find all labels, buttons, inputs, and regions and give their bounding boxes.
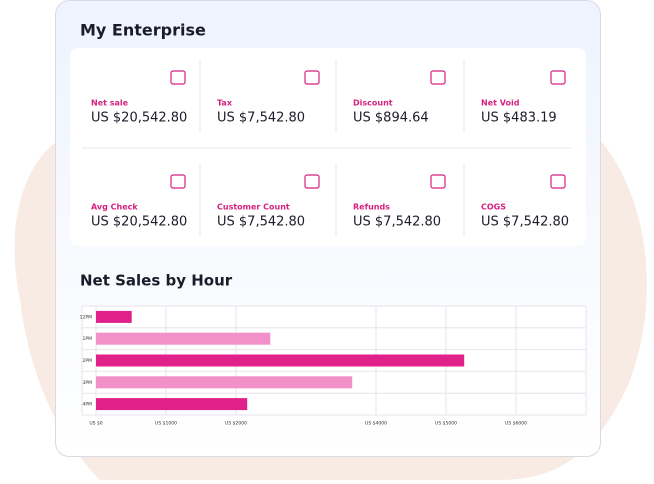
bar: [96, 354, 465, 367]
metric-label: Avg Check: [91, 203, 138, 212]
metric-value: US $483.19: [481, 111, 557, 126]
x-tick-label: US $6000: [505, 421, 527, 427]
metric-value: US $894.64: [353, 111, 429, 126]
y-tick-label: 1PM: [83, 336, 93, 342]
y-tick-label: 3PM: [83, 380, 93, 386]
y-tick-label: 2PM: [83, 358, 93, 364]
metric-label: Refunds: [353, 203, 390, 212]
metric-label: Discount: [353, 99, 393, 108]
metric-icon: [304, 70, 320, 85]
metric-value: US $7,542.80: [353, 215, 441, 230]
x-tick-label: US $0: [89, 421, 102, 427]
metric-value: US $7,542.80: [217, 111, 305, 126]
bar: [96, 332, 271, 345]
x-tick-label: US $5000: [435, 421, 457, 427]
metric-label: COGS: [481, 203, 506, 212]
bar: [96, 310, 132, 323]
x-tick-label: US $1000: [155, 421, 177, 427]
page-title: My Enterprise: [80, 21, 206, 40]
metric-icon: [170, 70, 186, 85]
y-tick-label: 12PM: [80, 314, 92, 320]
y-tick-label: 4PM: [83, 402, 93, 408]
metric-value: US $20,542.80: [91, 111, 187, 126]
metric-value: US $7,542.80: [217, 215, 305, 230]
metric-label: Tax: [217, 99, 233, 108]
x-tick-label: US $4000: [365, 421, 387, 427]
metric-label: Net Void: [481, 99, 520, 108]
metric-icon: [550, 70, 566, 85]
metric-icon: [304, 174, 320, 189]
metric-icon: [550, 174, 566, 189]
metric-value: US $7,542.80: [481, 215, 569, 230]
bar: [96, 398, 248, 411]
bar: [96, 376, 353, 389]
metric-icon: [170, 174, 186, 189]
metric-icon: [430, 174, 446, 189]
metric-label: Customer Count: [217, 203, 290, 212]
metric-label: Net sale: [91, 99, 129, 108]
chart-title: Net Sales by Hour: [80, 272, 233, 290]
metric-icon: [430, 70, 446, 85]
x-tick-label: US $2000: [225, 421, 247, 427]
metrics-panel: [70, 48, 586, 246]
metric-value: US $20,542.80: [91, 215, 187, 230]
